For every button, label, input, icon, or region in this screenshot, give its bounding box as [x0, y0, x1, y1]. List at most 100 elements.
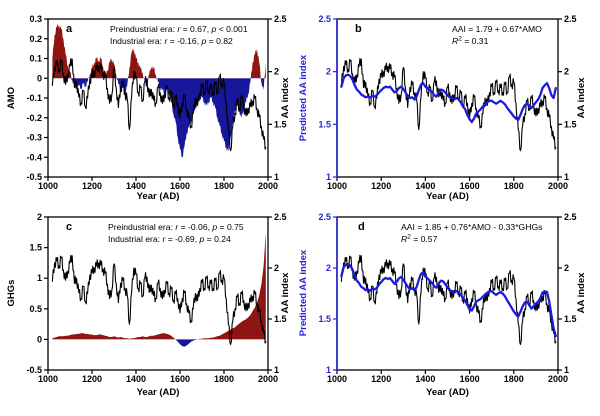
panel-c: 1000 1200 1400 1600 1800 2000 Year (AD) 2 1.5 1 0.…	[6, 212, 291, 398]
series-amo-negative-fill	[52, 78, 266, 158]
x-tick-label: 2000	[548, 181, 568, 191]
plot-frame	[336, 216, 559, 371]
y-right-tick-label: 2	[274, 263, 279, 273]
x-tick-label: 2000	[258, 374, 278, 384]
y-left-tick-label: -0.2	[26, 113, 42, 123]
panel-letter-b: b	[355, 23, 362, 35]
y-left-tick-label: 2	[37, 212, 42, 222]
y-right-tick-label: 2	[564, 263, 569, 273]
x-tick-label: 1000	[38, 374, 58, 384]
panel-a-annotation-2: Industrial era: r = -0.16, p = 0.82	[110, 36, 233, 46]
y-right-tick-label: 1.5	[564, 314, 577, 324]
y-left-tick-label: 1	[326, 172, 331, 182]
panel-letter-a: a	[66, 23, 73, 35]
y-left-tick-label: -0.3	[26, 133, 42, 143]
x-axis-title: Year (AD)	[426, 191, 469, 202]
x-axis-title: Year (AD)	[426, 387, 469, 398]
panel-d-annotation-2: R2 = 0.57	[401, 234, 438, 245]
y-right-tick-label: 1.5	[274, 314, 287, 324]
y-right-axis-title: AA index	[280, 77, 291, 119]
panel-c-annotation-1: Preindustrial era: r = -0.06, p = 0.75	[108, 222, 244, 232]
y-left-tick-label: 1.5	[29, 243, 42, 253]
y-right-tick-label: 1.5	[274, 119, 287, 129]
y-right-tick-label: 2.5	[564, 14, 577, 24]
x-tick-label: 1800	[504, 181, 524, 191]
y-left-tick-label: 1.5	[318, 119, 331, 129]
y-left-tick-label: 2.5	[318, 14, 331, 24]
y-right-tick-label: 2.5	[274, 14, 287, 24]
y-left-tick-label: 0.1	[29, 54, 42, 64]
y-right-tick-label: 2.5	[564, 212, 577, 222]
x-tick-label: 2000	[548, 374, 568, 384]
series-pred_d-line	[340, 262, 557, 338]
y-left-tick-label: -0.5	[26, 365, 42, 375]
series-ghgs-positive-fill	[52, 232, 266, 340]
y-left-tick-label: 1.5	[318, 314, 331, 324]
y-left-axis-title: GHGs	[6, 280, 17, 307]
y-right-axis-title: AA index	[576, 272, 587, 314]
panel-letter-d: d	[358, 221, 365, 233]
y-left-tick-label: 0.3	[29, 14, 42, 24]
y-left-tick-label: 2	[326, 67, 331, 77]
y-right-tick-label: 1	[564, 365, 569, 375]
y-left-tick-label: 0.2	[29, 34, 42, 44]
y-left-tick-label: 0	[37, 334, 42, 344]
series-aai-line	[51, 58, 267, 152]
x-tick-label: 1000	[327, 374, 347, 384]
x-tick-label: 1200	[371, 181, 391, 191]
x-tick-label: 1800	[504, 374, 524, 384]
panel-a: 1000 1200 1400 1600 1800 2000 Year (AD) 0.3 0.2 0…	[6, 14, 291, 202]
panel-b-annotation-1: AAI = 1.79 + 0.67*AMO	[452, 24, 542, 34]
x-axis-title: Year (AD)	[137, 191, 180, 202]
panel-b: 1000 1200 1400 1600 1800 2000 Year (AD) 2.5 2 1.5…	[298, 14, 587, 202]
x-tick-label: 1800	[214, 181, 234, 191]
y-right-tick-label: 2	[274, 67, 279, 77]
panel-d-annotation-1: AAI = 1.85 + 0.76*AMO - 0.33*GHGs	[401, 222, 542, 232]
series-aai-line	[51, 254, 267, 346]
x-tick-label: 1000	[327, 181, 347, 191]
panel-letter-c: c	[66, 221, 72, 233]
series-aai-line	[340, 254, 557, 346]
series-aai-line	[340, 58, 557, 152]
x-tick-label: 1600	[170, 181, 190, 191]
x-tick-label: 1200	[371, 374, 391, 384]
y-left-tick-label: 1	[37, 273, 42, 283]
x-tick-label: 1400	[126, 181, 146, 191]
y-left-axis-title: Predicted AA index	[298, 249, 309, 336]
x-tick-label: 1600	[460, 374, 480, 384]
x-tick-label: 1600	[460, 181, 480, 191]
series-pred_b-line	[340, 73, 557, 124]
y-left-axis-title: Predicted AA index	[298, 54, 309, 141]
x-tick-label: 1600	[170, 374, 190, 384]
x-tick-label: 1400	[415, 181, 435, 191]
y-right-axis-title: AA index	[280, 272, 291, 314]
y-left-tick-label: -0.4	[26, 152, 42, 162]
y-right-tick-label: 1	[274, 365, 279, 375]
plot-frame	[47, 216, 269, 371]
y-left-axis-title: AMO	[6, 87, 17, 109]
x-tick-label: 1200	[82, 374, 102, 384]
x-tick-label: 1200	[82, 181, 102, 191]
y-left-tick-label: 1	[326, 365, 331, 375]
x-axis-title: Year (AD)	[137, 387, 180, 398]
y-right-tick-label: 2	[564, 67, 569, 77]
y-left-tick-label: -0.1	[26, 93, 42, 103]
x-tick-label: 1800	[214, 374, 234, 384]
panel-d: 1000 1200 1400 1600 1800 2000 Year (AD) 2.5 2 1.5…	[298, 212, 587, 398]
x-tick-label: 1000	[38, 181, 58, 191]
panel-a-annotation-1: Preindustrial era: r = 0.67, p < 0.001	[110, 24, 248, 34]
y-right-tick-label: 1	[564, 172, 569, 182]
x-tick-label: 1400	[126, 374, 146, 384]
y-left-tick-label: 2.5	[318, 212, 331, 222]
y-right-tick-label: 1.5	[564, 119, 577, 129]
y-right-tick-label: 1	[274, 172, 279, 182]
y-right-tick-label: 2.5	[274, 212, 287, 222]
x-tick-label: 1400	[415, 374, 435, 384]
y-left-tick-label: -0.5	[26, 172, 42, 182]
y-left-tick-label: 0	[37, 73, 42, 83]
y-left-tick-label: 0.5	[29, 304, 42, 314]
panel-b-annotation-2: R2 = 0.31	[452, 36, 489, 47]
x-tick-label: 2000	[258, 181, 278, 191]
y-right-axis-title: AA index	[576, 77, 587, 119]
